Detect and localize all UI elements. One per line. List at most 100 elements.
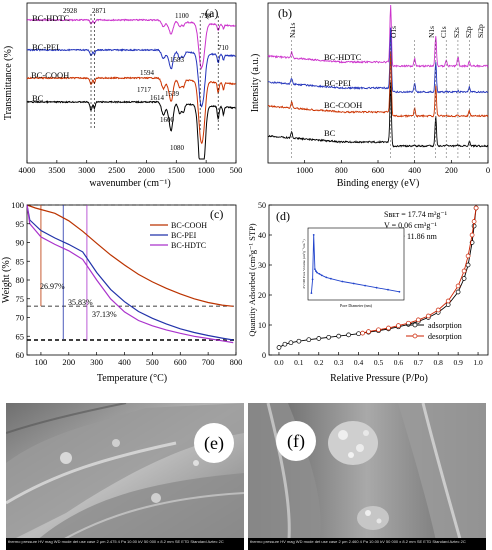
panel-label-c: (c): [210, 207, 223, 221]
y-label-b: Intensity (a.u.): [250, 54, 261, 113]
peak-label: 1717: [137, 86, 152, 94]
tick-label: 0.3: [334, 358, 344, 367]
legend-marker: [412, 333, 418, 339]
legend-label: adsorption: [428, 321, 462, 330]
isotherm-point: [376, 327, 381, 333]
ftir-trace-bc-cooh: [26, 76, 236, 145]
tick-label: 0.0: [274, 358, 284, 367]
xps-peak-label: S2p: [464, 26, 473, 38]
pore-size-point: [325, 276, 328, 279]
xps-peak-label: O1s: [389, 26, 398, 38]
tick-label: 700: [202, 357, 215, 367]
xps-peak-label: S2s: [452, 27, 461, 38]
xps-peak-label: C1s: [439, 26, 448, 38]
isotherm-point: [465, 253, 471, 259]
pore-size-point: [352, 282, 355, 285]
ftir-trace-bc-pei: [26, 48, 236, 108]
peak-label: 710: [218, 44, 229, 52]
pore-size-point: [316, 271, 318, 274]
isotherm-point: [469, 232, 475, 238]
tick-label: 0.8: [434, 358, 444, 367]
pore-size-curve: [310, 234, 400, 294]
peak-label: 2928: [63, 7, 78, 15]
legend-label: desorption: [428, 332, 462, 341]
legend-label: BC-PEI: [171, 231, 197, 240]
isotherm-point: [288, 340, 294, 346]
isotherm-point: [336, 333, 342, 339]
series-label: BC-PEI: [32, 42, 59, 52]
isotherm-point: [455, 289, 461, 295]
isotherm-desorption: [362, 207, 477, 334]
chart-c: 100 200 300 400 500 600 700 800 60 65 70 75 80 85 90 95…: [1, 200, 243, 384]
isotherm-point: [276, 345, 282, 350]
tick-label: 200: [62, 357, 75, 367]
tick-label: 600: [372, 165, 385, 175]
tick-label: 0.1: [294, 358, 304, 367]
bet-stat: Sʙᴇᴛ = 17.74 m²g⁻¹: [384, 210, 448, 219]
isotherm-point: [296, 338, 302, 344]
tick-label: 60: [16, 350, 25, 360]
tga-curve-bc-hdtc: [26, 204, 234, 344]
tick-label: 0.9: [453, 358, 463, 367]
inset-frame: [307, 227, 405, 301]
isotherm-point: [346, 332, 351, 338]
tick-label: 40: [258, 231, 266, 240]
tick-label: 200: [445, 165, 458, 175]
tick-label: 4000: [19, 165, 36, 175]
sem-image-e: (e) thermo pressure HV mag WD mode det u…: [6, 403, 244, 550]
tick-label: 50: [258, 201, 266, 210]
tick-label: 800: [230, 357, 243, 367]
pore-size-point: [398, 290, 401, 293]
pore-size-point: [315, 270, 317, 273]
inset-x-label: Pore Diameter (nm): [340, 303, 373, 308]
isotherm-point: [386, 325, 391, 331]
plot-frame-a: [26, 2, 237, 164]
legend-label: BC-HDTC: [171, 241, 206, 250]
panel-label-b: (b): [278, 6, 292, 20]
isotherm-point: [473, 205, 479, 211]
panel-label-a: (a): [205, 6, 218, 20]
isotherm-point: [471, 219, 477, 224]
weight-loss-annotation: 37.13%: [92, 310, 117, 319]
isotherm-point: [425, 313, 431, 319]
tick-label: 0.7: [414, 358, 424, 367]
tick-label: 65: [16, 331, 25, 341]
isotherm-point: [471, 223, 477, 229]
chart-a: 4000 3500 3000 2500 2000 1500 1000 500 Transmit…: [3, 2, 243, 189]
y-label-a: Transmittance (%): [3, 46, 14, 120]
tick-label: 1.0: [473, 358, 483, 367]
series-label: BC: [324, 128, 336, 138]
isotherm-point: [455, 283, 461, 289]
xps-trace-bc-cooh: [267, 51, 489, 119]
series-label: BC-HDTC: [32, 13, 70, 23]
isotherm-point: [326, 334, 332, 340]
x-label-b: Binding energy (eV): [337, 178, 420, 189]
panel-label-d: (d): [276, 209, 290, 223]
tick-label: 0.4: [354, 358, 364, 367]
tick-label: 0.5: [374, 358, 384, 367]
tick-label: 2500: [108, 165, 125, 175]
ftir-trace-bc-hdtc: [26, 18, 237, 70]
tick-label: 800: [335, 165, 348, 175]
isotherm-point: [461, 268, 467, 274]
xps-trace-bc: [267, 82, 489, 148]
tick-label: 80: [16, 275, 25, 285]
tga-curve-bc-cooh: [26, 204, 234, 307]
tick-label: 100: [35, 357, 48, 367]
inset-y-label: dV/dD Pore Volume (cm³g⁻¹nm⁻¹): [302, 239, 306, 289]
tick-label: 3500: [48, 165, 65, 175]
y-label-c: Weight (%): [1, 257, 12, 303]
isotherm-point: [415, 317, 421, 323]
peak-label: 1614: [150, 94, 165, 102]
pore-size-point: [364, 284, 366, 287]
peak-label: 1600: [160, 116, 175, 124]
tick-label: 500: [230, 165, 243, 175]
isotherm-point: [461, 276, 467, 281]
xps-trace-bc-pei: [267, 27, 489, 94]
peak-label: 1583: [170, 56, 185, 64]
isotherm-point: [435, 307, 441, 313]
tick-label: 95: [16, 219, 25, 229]
sem-info-bar-f: thermo pressure HV mag WD mode det use c…: [248, 538, 486, 550]
y-label-d: Quantity Adsorbed (cm³g⁻¹ STP): [247, 223, 257, 336]
series-label: BC-COOH: [324, 100, 362, 110]
